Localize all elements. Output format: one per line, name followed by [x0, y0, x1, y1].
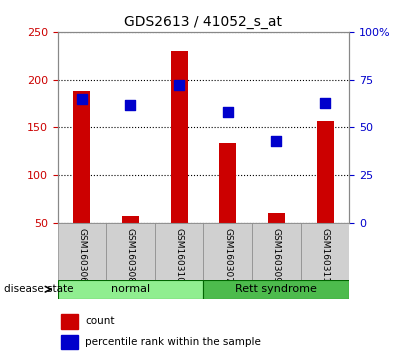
Text: GSM160306: GSM160306	[77, 228, 86, 282]
Point	[176, 82, 182, 88]
FancyBboxPatch shape	[301, 223, 349, 280]
Bar	[171, 51, 188, 223]
Bar	[61, 314, 78, 329]
Text: GSM160308: GSM160308	[126, 228, 135, 282]
Text: GSM160307: GSM160307	[223, 228, 232, 282]
Bar	[73, 91, 90, 223]
Text: Rett syndrome: Rett syndrome	[236, 284, 317, 295]
FancyBboxPatch shape	[58, 280, 203, 299]
Point	[224, 109, 231, 115]
FancyBboxPatch shape	[252, 223, 301, 280]
Bar	[122, 216, 139, 223]
Text: normal: normal	[111, 284, 150, 295]
Bar	[219, 143, 236, 223]
FancyBboxPatch shape	[155, 223, 203, 280]
FancyBboxPatch shape	[203, 280, 349, 299]
Point	[127, 102, 134, 107]
Point	[79, 96, 85, 102]
Bar	[268, 213, 285, 223]
FancyBboxPatch shape	[203, 223, 252, 280]
Title: GDS2613 / 41052_s_at: GDS2613 / 41052_s_at	[125, 16, 282, 29]
FancyBboxPatch shape	[106, 223, 155, 280]
Text: GSM160310: GSM160310	[175, 228, 184, 282]
Text: GSM160311: GSM160311	[321, 228, 330, 282]
Text: count: count	[85, 316, 115, 326]
Text: percentile rank within the sample: percentile rank within the sample	[85, 337, 261, 347]
Bar	[61, 335, 78, 349]
Text: GSM160309: GSM160309	[272, 228, 281, 282]
Bar	[316, 121, 334, 223]
Point	[273, 138, 279, 144]
Text: disease state: disease state	[4, 284, 74, 294]
FancyBboxPatch shape	[58, 223, 106, 280]
Point	[322, 100, 328, 105]
